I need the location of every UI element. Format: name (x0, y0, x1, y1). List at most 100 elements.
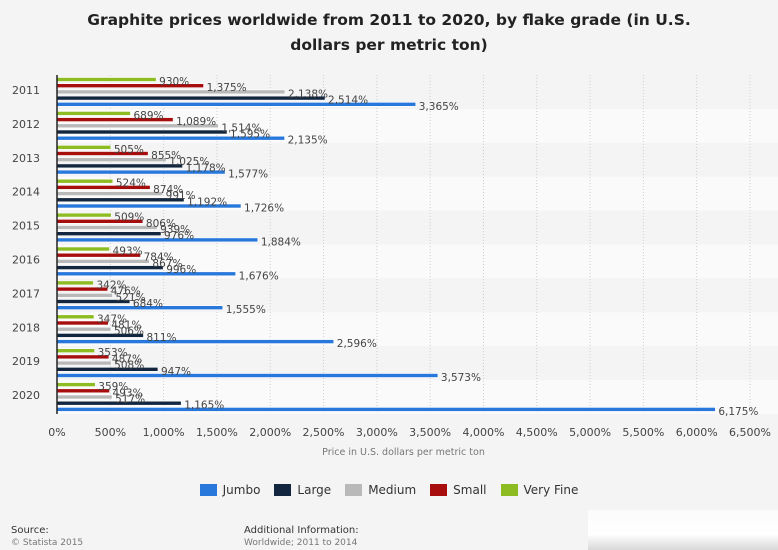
data-label: 493% (113, 387, 143, 399)
bar (56, 231, 162, 236)
additional-info-block: Additional Information: Worldwide; 2011 … (244, 524, 359, 550)
data-label: 784% (144, 252, 174, 264)
data-label: 359% (98, 381, 128, 393)
bar (56, 237, 259, 243)
bar (56, 339, 335, 344)
y-tick-label: 2016 (12, 254, 40, 267)
bar (56, 111, 131, 116)
bar (56, 373, 439, 378)
legend-swatch-medium (345, 484, 363, 496)
x-tick-label: 2,000% (249, 426, 291, 439)
bar (56, 129, 228, 135)
y-tick-label: 2017 (12, 287, 40, 300)
additional-info-value: Worldwide; 2011 to 2014 (244, 538, 358, 548)
x-tick-label: 1,000% (143, 426, 185, 439)
data-label: 476% (111, 286, 141, 298)
data-label: 2,135% (288, 135, 328, 147)
data-label: 6,175% (718, 406, 758, 418)
data-label: 1,165% (184, 400, 224, 412)
data-label: 3,573% (441, 372, 481, 384)
bar (56, 280, 94, 286)
data-label: 1,577% (228, 169, 268, 181)
data-label: 1,884% (261, 236, 301, 248)
data-label: 2,514% (328, 95, 368, 107)
x-tick-label: 4,000% (462, 426, 504, 439)
source-value[interactable]: © Statista 2015 (11, 538, 84, 548)
data-label: 353% (98, 347, 128, 359)
bar (56, 382, 96, 387)
source-block: Source: © Statista 2015 (11, 524, 83, 550)
data-label: 506% (114, 326, 144, 338)
data-label: 1,089% (176, 116, 216, 128)
bar (56, 360, 112, 366)
data-label: 509% (114, 212, 144, 224)
data-label: 867% (152, 258, 182, 270)
data-label: 347% (97, 313, 127, 325)
legend-item-medium[interactable]: Medium (345, 483, 416, 497)
legend-swatch-small (430, 484, 448, 496)
source-label: Source: (11, 525, 49, 536)
data-label: 517% (115, 394, 145, 406)
data-label: 996% (166, 264, 196, 276)
bar (56, 163, 183, 169)
data-label: 1,514% (221, 122, 261, 134)
bar (56, 89, 286, 95)
data-label: 1,025% (169, 156, 209, 168)
data-label: 930% (159, 76, 189, 88)
data-label: 806% (146, 218, 176, 230)
bar (56, 246, 110, 252)
legend-item-jumbo[interactable]: Jumbo (199, 483, 260, 497)
legend-swatch-very-fine (500, 484, 518, 496)
chart-title: Graphite prices worldwide from 2011 to 2… (87, 11, 691, 54)
bar (56, 178, 114, 184)
data-label: 521% (116, 292, 146, 304)
data-label: 508% (114, 360, 144, 372)
data-label: 524% (116, 178, 146, 190)
bar (56, 265, 164, 270)
bar (56, 225, 158, 230)
data-label: 481% (111, 320, 141, 332)
data-label: 1,178% (186, 162, 226, 174)
legend-item-large[interactable]: Large (274, 483, 331, 497)
bar (56, 326, 112, 332)
bar (56, 191, 163, 196)
bar-chart: 930% 1,375% 2,138%2,514% 3,365% 689% 1,089% 1,… (12, 75, 771, 458)
bar (56, 212, 112, 218)
bar (56, 271, 236, 277)
legend-swatch-large (274, 484, 292, 496)
y-tick-label: 2013 (12, 152, 40, 165)
data-label: 1,555% (226, 304, 266, 316)
data-label: 684% (133, 298, 163, 310)
bar (56, 407, 716, 412)
bottom-right-fade (588, 510, 778, 550)
data-label: 342% (96, 279, 126, 291)
legend-label: Large (297, 483, 332, 497)
legend-item-very-fine[interactable]: Very Fine (500, 483, 578, 497)
data-label: 2,138% (288, 88, 328, 100)
data-label: 1,192% (187, 196, 227, 208)
x-tick-label: 2,500% (303, 426, 345, 439)
bar (56, 348, 95, 354)
data-label: 505% (114, 144, 144, 156)
data-label: 2,596% (337, 338, 377, 350)
y-tick-label: 2018 (12, 321, 40, 334)
data-label: 991% (166, 190, 196, 202)
legend-item-small[interactable]: Small (430, 483, 487, 497)
x-tick-label: 0% (48, 426, 65, 439)
data-label: 3,365% (419, 101, 459, 113)
data-label: 874% (153, 184, 183, 196)
x-tick-label: 1,500% (196, 426, 238, 439)
bar (56, 394, 113, 400)
y-tick-label: 2015 (12, 220, 40, 233)
x-tick-label: 6,000% (676, 426, 718, 439)
data-label: 947% (161, 366, 191, 378)
data-label: 855% (151, 150, 181, 162)
bar (56, 157, 167, 162)
y-tick-label: 2012 (12, 118, 40, 131)
data-label: 493% (113, 246, 143, 258)
data-label: 811% (146, 332, 176, 344)
x-tick-label: 5,000% (569, 426, 611, 439)
legend-swatch-jumbo (199, 484, 217, 496)
y-tick-label: 2011 (12, 84, 40, 97)
bar (56, 292, 113, 298)
